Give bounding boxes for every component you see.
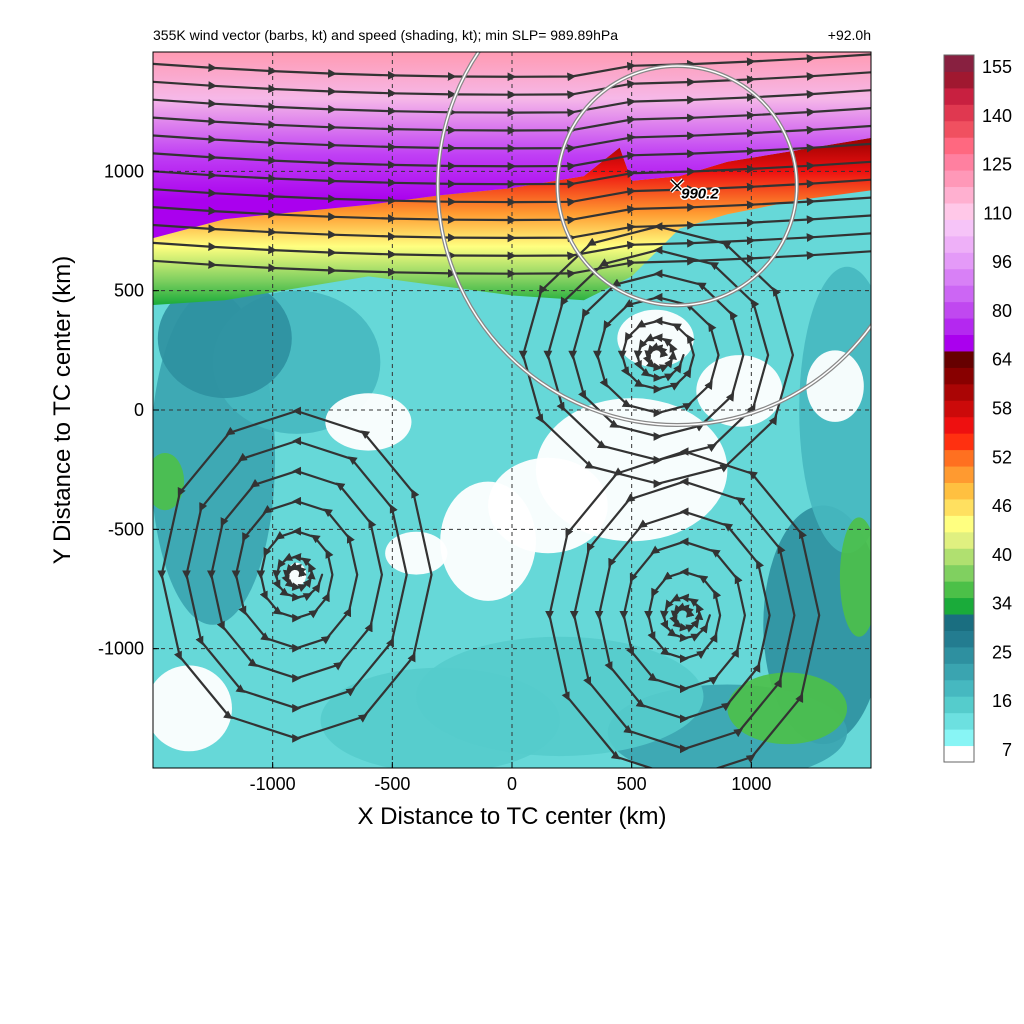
shading-patch: [157, 278, 292, 399]
x-axis-label: X Distance to TC center (km): [358, 803, 667, 830]
colorbar-swatch: [944, 186, 974, 204]
y-tick-label: -1000: [98, 639, 144, 659]
colorbar-label: 58: [992, 399, 1012, 419]
colorbar-swatch: [944, 581, 974, 599]
colorbar-swatch: [944, 663, 974, 681]
colorbar-swatch: [944, 219, 974, 237]
colorbar-swatch: [944, 268, 974, 286]
colorbar-swatch: [944, 252, 974, 270]
colorbar-swatch: [944, 367, 974, 385]
colorbar-swatch: [944, 449, 974, 467]
cross-icon-stroke: [670, 179, 684, 193]
colorbar-swatch: [944, 498, 974, 516]
colorbar-label: 46: [992, 496, 1012, 516]
chart-title: 355K wind vector (barbs, kt) and speed (…: [153, 27, 618, 43]
x-tick-label: 0: [507, 774, 517, 794]
colorbar-swatch: [944, 729, 974, 747]
colorbar-swatch: [944, 531, 974, 549]
colorbar-label: 7: [1002, 740, 1012, 760]
colorbar-swatch: [944, 646, 974, 664]
colorbar-swatch: [944, 564, 974, 582]
min-slp-marker: 990.2: [669, 178, 721, 204]
colorbar-swatch: [944, 301, 974, 319]
shading-patch: [839, 517, 871, 637]
colorbar-swatch: [944, 87, 974, 105]
colorbar-swatch: [944, 137, 974, 155]
x-tick-label: 1000: [731, 774, 771, 794]
colorbar-swatch: [944, 696, 974, 714]
min-slp-label: 990.2: [681, 186, 719, 203]
x-tick-label: -500: [374, 774, 410, 794]
colorbar-swatch: [944, 285, 974, 303]
weak-wind-region: [385, 531, 448, 575]
colorbar-label: 125: [982, 155, 1012, 175]
colorbar-swatch: [944, 153, 974, 171]
radius-circle-inner: [556, 65, 798, 307]
colorbar-swatch: [944, 120, 974, 138]
streamlines: [153, 53, 871, 768]
x-axis-ticks: -1000 -500 0 500 1000: [250, 762, 771, 794]
y-tick-label: 1000: [104, 161, 144, 181]
colorbar-swatch: [944, 202, 974, 220]
colorbar-swatch: [944, 614, 974, 631]
colorbar-swatch: [944, 679, 974, 697]
y-tick-label: 500: [114, 281, 144, 301]
colorbar-label: 52: [992, 447, 1012, 467]
vortex-streamline: [545, 447, 821, 768]
colorbar-swatch: [944, 55, 974, 72]
vortex-streamline: [157, 406, 433, 743]
colorbar-swatch: [944, 235, 974, 253]
colorbar-swatch: [944, 630, 974, 648]
colorbar-frame: [943, 54, 975, 763]
x-tick-label: 500: [617, 774, 647, 794]
vortex-core: [633, 333, 685, 382]
colorbar-swatch: [944, 416, 974, 434]
colorbar-label: 16: [992, 691, 1012, 711]
colorbar-swatch: [944, 482, 974, 500]
colorbar-swatch: [944, 170, 974, 188]
radius-circle-inner: [437, 52, 871, 426]
colorbar-swatch: [944, 597, 974, 615]
colorbar-label: 96: [992, 252, 1012, 272]
colorbar-swatch: [944, 466, 974, 483]
shading-patch: [416, 636, 704, 757]
weak-wind-region: [806, 350, 864, 422]
colorbar-swatch: [944, 104, 974, 122]
colorbar-label: 25: [992, 642, 1012, 662]
colorbar-swatch: [944, 745, 974, 763]
colorbar-label: 40: [992, 545, 1012, 565]
colorbar-swatch: [944, 383, 974, 401]
colorbar-swatch: [944, 334, 974, 352]
colorbar-swatch: [944, 548, 974, 566]
colorbar-swatch: [944, 350, 974, 368]
plot-area: [153, 52, 871, 768]
weak-wind-region: [153, 665, 232, 752]
colorbar-swatch: [944, 433, 974, 451]
forecast-hour: +92.0h: [828, 27, 871, 43]
x-tick-label: -1000: [250, 774, 296, 794]
colorbar: 7 16 25 34 40 46 52 58 64 80 96 110 125 140 155: [943, 54, 1012, 763]
radius-circles: [435, 52, 871, 427]
colorbar-label: 110: [983, 203, 1012, 223]
colorbar-label: 155: [982, 57, 1012, 77]
colorbar-label: 64: [992, 350, 1012, 370]
colorbar-swatch: [944, 400, 974, 418]
y-tick-label: -500: [108, 519, 144, 539]
vortex-core: [659, 593, 711, 643]
y-axis-label: Y Distance to TC center (km): [49, 256, 76, 565]
vortex-core: [272, 552, 324, 602]
colorbar-swatch: [944, 318, 974, 336]
weak-wind-region: [325, 393, 412, 451]
colorbar-label: 34: [992, 594, 1012, 614]
y-tick-label: 0: [134, 400, 144, 420]
colorbar-label: 140: [982, 106, 1012, 126]
colorbar-swatch: [944, 71, 974, 89]
y-axis-ticks: -1000 -500 0 500 1000: [98, 161, 159, 659]
colorbar-label: 80: [992, 301, 1012, 321]
colorbar-swatch: [944, 712, 974, 730]
colorbar-swatch: [944, 515, 974, 533]
